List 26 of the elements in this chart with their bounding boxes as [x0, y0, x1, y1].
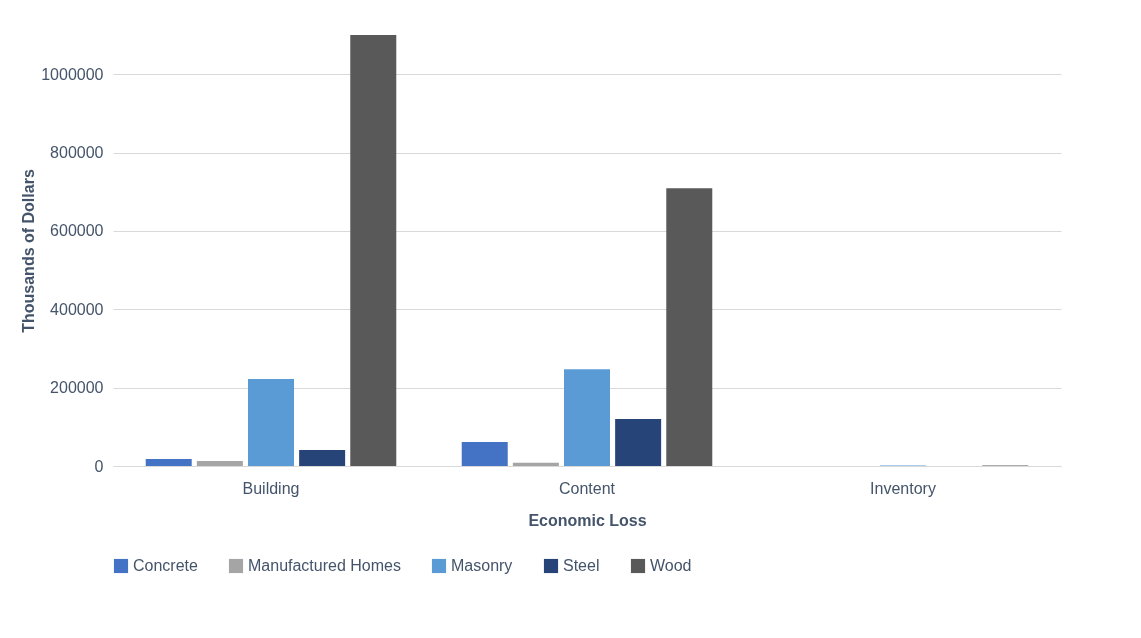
bar: [666, 188, 713, 466]
legend-label: Steel: [563, 557, 600, 574]
x-axis-title: Economic Loss: [528, 511, 647, 529]
x-tick-label: Inventory: [870, 479, 936, 497]
bar: [299, 449, 346, 466]
bar: [615, 418, 662, 466]
y-tick-label: 0: [94, 457, 104, 475]
bar: [350, 35, 397, 466]
x-tick-label: Building: [242, 479, 300, 497]
bar: [145, 458, 192, 466]
y-tick-label: 200000: [50, 379, 104, 397]
bar: [512, 462, 559, 466]
y-tick-label: 400000: [50, 300, 104, 318]
legend-label: Wood: [650, 557, 692, 574]
legend-label: Masonry: [451, 557, 513, 574]
legend-label: Concrete: [133, 557, 199, 574]
y-tick-label: 800000: [50, 144, 104, 162]
x-tick-label: Content: [558, 479, 616, 497]
bar: [461, 442, 508, 466]
y-axis-title: Thousands of Dollars: [20, 169, 38, 333]
bar: [196, 460, 243, 466]
y-tick-label: 1000000: [41, 65, 104, 83]
bar: [564, 369, 610, 466]
bar: [248, 379, 294, 466]
legend-label: Manufactured Homes: [248, 557, 401, 574]
y-tick-label: 600000: [50, 222, 104, 240]
